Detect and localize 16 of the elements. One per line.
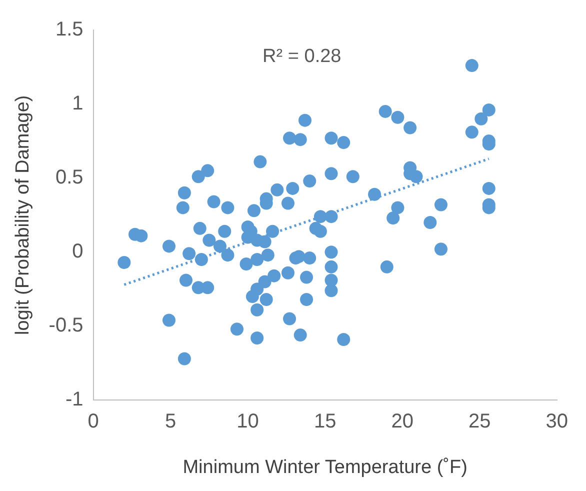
y-tick-label: 0 — [72, 240, 84, 263]
x-tick-label: 25 — [468, 410, 491, 433]
x-tick-label: 10 — [236, 410, 259, 433]
y-tick-label: 1.5 — [55, 18, 84, 41]
x-axis-title: Minimum Winter Temperature (˚F) — [182, 456, 468, 478]
x-tick-label: 20 — [391, 410, 414, 433]
annotation: R² = 0.28 — [262, 46, 342, 67]
x-tick-label: 15 — [314, 410, 336, 433]
y-tick-label: 1 — [72, 92, 84, 115]
y-tick-label: -1 — [65, 388, 84, 411]
y-tick-label: 0.5 — [55, 166, 84, 189]
y-axis-title: logit (Probability of Damage) — [12, 95, 34, 335]
x-tick-label: 0 — [88, 410, 99, 433]
x-tick-label: 5 — [164, 410, 176, 433]
y-tick-label: -0.5 — [48, 314, 84, 337]
x-tick-label: 30 — [546, 410, 568, 433]
